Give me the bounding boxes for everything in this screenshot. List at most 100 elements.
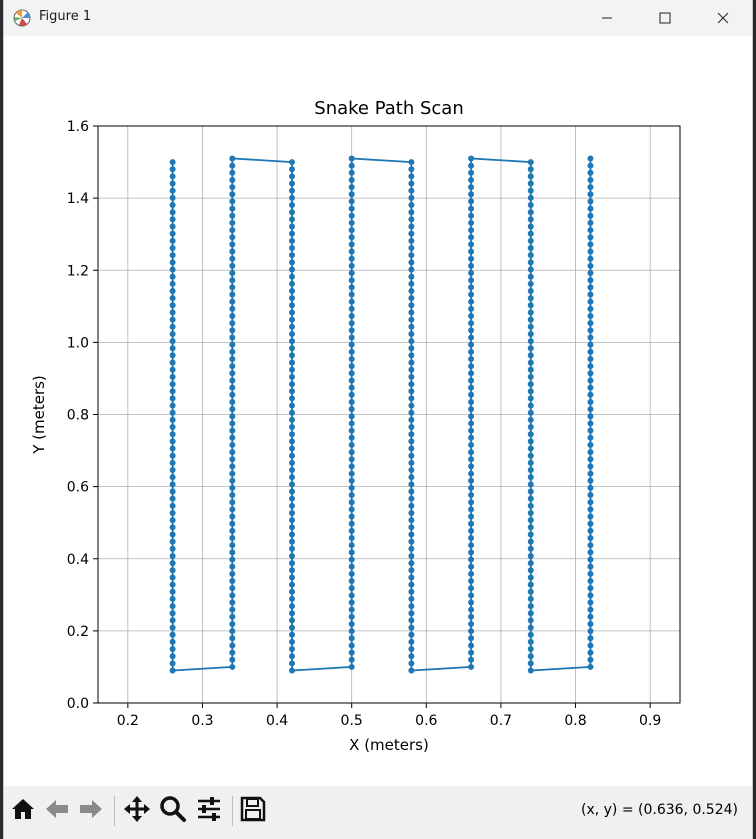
- path-point: [348, 570, 355, 577]
- path-point: [169, 180, 176, 187]
- path-point: [289, 603, 295, 610]
- minimize-button[interactable]: [578, 0, 636, 36]
- path-point: [408, 481, 415, 488]
- path-point: [587, 556, 594, 563]
- path-point: [527, 638, 534, 645]
- path-point: [468, 320, 475, 327]
- path-point: [468, 656, 475, 663]
- path-point: [408, 388, 415, 395]
- maximize-button[interactable]: [636, 0, 694, 36]
- path-point: [587, 248, 594, 255]
- path-point: [587, 348, 594, 355]
- path-point: [468, 284, 475, 291]
- path-point: [468, 176, 475, 183]
- path-point: [468, 635, 475, 642]
- path-point: [527, 237, 534, 244]
- path-point: [408, 552, 415, 559]
- configure-subplots-button[interactable]: [194, 796, 224, 826]
- path-point: [587, 535, 594, 542]
- path-point: [527, 273, 534, 280]
- path-point: [169, 395, 176, 402]
- path-point: [527, 409, 534, 416]
- path-point: [527, 330, 534, 337]
- path-point: [289, 459, 295, 466]
- path-point: [289, 581, 295, 588]
- close-button[interactable]: [694, 0, 752, 36]
- path-point: [169, 366, 176, 373]
- path-point: [408, 223, 415, 230]
- path-point: [527, 524, 534, 531]
- path-point: [169, 323, 176, 330]
- path-point: [289, 660, 295, 667]
- path-point: [408, 452, 415, 459]
- path-point: [289, 330, 295, 337]
- path-point: [587, 599, 594, 606]
- path-point: [587, 563, 594, 570]
- path-point: [527, 345, 534, 352]
- path-point: [468, 341, 475, 348]
- path-point: [169, 574, 176, 581]
- path-point: [587, 320, 594, 327]
- path-point: [169, 409, 176, 416]
- path-point: [587, 549, 594, 556]
- path-point: [229, 456, 236, 463]
- path-point: [348, 348, 355, 355]
- path-point: [229, 406, 236, 413]
- path-point: [527, 610, 534, 617]
- x-tick-label: 0.4: [266, 713, 288, 729]
- path-point: [289, 287, 295, 294]
- path-point: [587, 370, 594, 377]
- home-button[interactable]: [8, 796, 38, 826]
- zoom-button[interactable]: [158, 796, 188, 826]
- path-point: [169, 631, 176, 638]
- figure-canvas[interactable]: 0.2 0.3 0.4 0.5 0.6 0.7 0.8 0.9 0.0 0.2 0.4 0.6 0.8 1…: [4, 36, 752, 786]
- y-tick-label: 0.4: [67, 552, 89, 568]
- path-point: [408, 545, 415, 552]
- path-point: [229, 592, 236, 599]
- path-point: [348, 520, 355, 527]
- path-point: [587, 492, 594, 499]
- path-point: [468, 420, 475, 427]
- path-point: [289, 316, 295, 323]
- path-point: [527, 567, 534, 574]
- save-button[interactable]: [238, 796, 268, 826]
- path-point: [289, 560, 295, 567]
- path-point: [289, 588, 295, 595]
- path-point: [229, 162, 236, 169]
- path-point: [468, 305, 475, 312]
- path-point: [289, 538, 295, 545]
- path-point: [468, 577, 475, 584]
- path-point: [527, 660, 534, 667]
- path-point: [229, 484, 236, 491]
- path-point: [169, 646, 176, 653]
- path-point: [348, 635, 355, 642]
- pan-button[interactable]: [122, 796, 152, 826]
- forward-button[interactable]: [76, 796, 106, 826]
- path-point: [169, 653, 176, 660]
- path-point: [169, 266, 176, 273]
- path-point: [348, 248, 355, 255]
- path-point: [289, 187, 295, 194]
- path-point: [587, 398, 594, 405]
- path-point: [468, 205, 475, 212]
- path-point: [468, 570, 475, 577]
- path-point: [408, 381, 415, 388]
- path-point: [289, 474, 295, 481]
- path-point: [527, 166, 534, 173]
- path-point: [468, 585, 475, 592]
- path-point: [169, 467, 176, 474]
- path-point: [229, 320, 236, 327]
- path-point: [408, 502, 415, 509]
- path-point: [468, 606, 475, 613]
- path-point: [229, 449, 236, 456]
- path-point: [587, 212, 594, 219]
- path-point: [408, 273, 415, 280]
- path-point: [468, 434, 475, 441]
- back-button[interactable]: [42, 796, 72, 826]
- path-point: [229, 234, 236, 241]
- path-point: [468, 241, 475, 248]
- path-point: [169, 488, 176, 495]
- path-point: [587, 520, 594, 527]
- path-point: [348, 398, 355, 405]
- path-point: [289, 180, 295, 187]
